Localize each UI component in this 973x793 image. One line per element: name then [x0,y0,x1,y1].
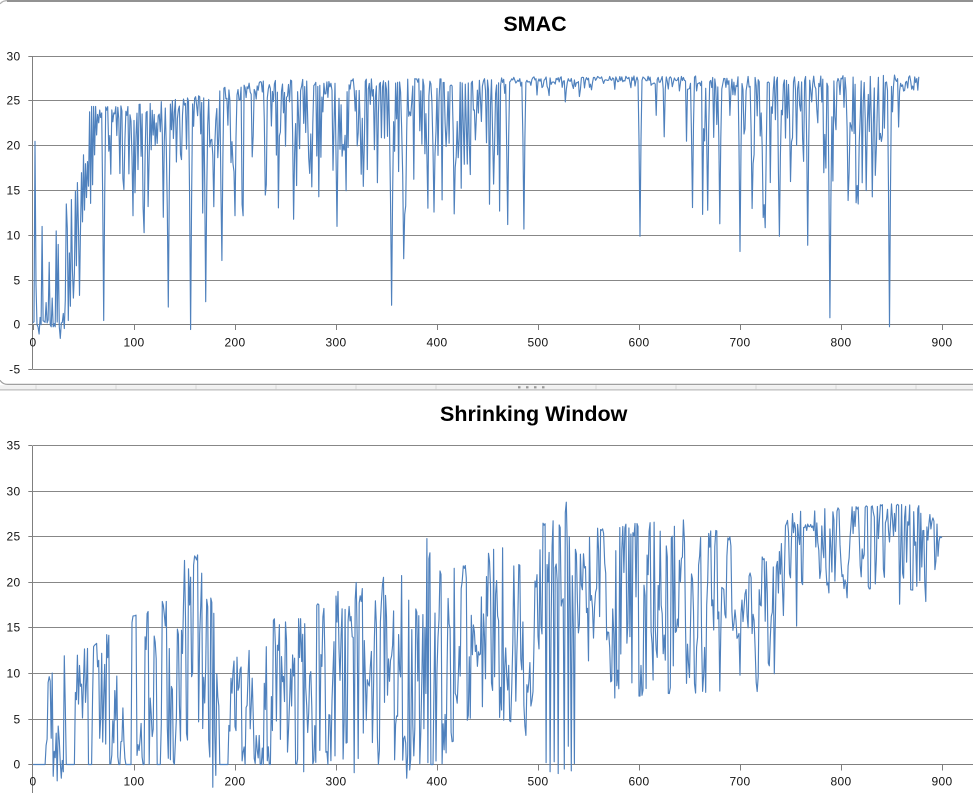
svg-text:30: 30 [6,50,20,64]
svg-text:35: 35 [6,439,20,453]
svg-text:15: 15 [6,621,20,635]
svg-text:20: 20 [6,576,20,590]
svg-text:Shrinking Window: Shrinking Window [440,402,628,426]
svg-text:300: 300 [325,775,346,789]
svg-text:0: 0 [29,336,36,350]
svg-text:900: 900 [931,336,952,350]
svg-text:5: 5 [13,274,20,288]
svg-text:5: 5 [13,713,20,727]
svg-text:20: 20 [6,139,20,153]
svg-text:0: 0 [13,758,20,772]
svg-text:-5: -5 [9,363,20,377]
svg-text:10: 10 [6,667,20,681]
svg-text:400: 400 [426,775,447,789]
svg-text:700: 700 [729,775,750,789]
svg-text:400: 400 [426,336,447,350]
svg-text:300: 300 [325,336,346,350]
svg-text:600: 600 [628,336,649,350]
svg-text:200: 200 [224,336,245,350]
svg-text:800: 800 [830,336,851,350]
svg-text:0: 0 [13,318,20,332]
svg-text:30: 30 [6,485,20,499]
svg-text:15: 15 [6,184,20,198]
svg-text:800: 800 [830,775,851,789]
svg-text:0: 0 [29,775,36,789]
svg-text:600: 600 [628,775,649,789]
svg-text:500: 500 [527,336,548,350]
svg-text:100: 100 [123,775,144,789]
svg-text:900: 900 [931,775,952,789]
svg-text:100: 100 [123,336,144,350]
svg-text:25: 25 [6,94,20,108]
svg-text:200: 200 [224,775,245,789]
svg-text:500: 500 [527,775,548,789]
svg-text:700: 700 [729,336,750,350]
svg-text:SMAC: SMAC [503,12,566,36]
svg-text:25: 25 [6,530,20,544]
svg-text:10: 10 [6,229,20,243]
